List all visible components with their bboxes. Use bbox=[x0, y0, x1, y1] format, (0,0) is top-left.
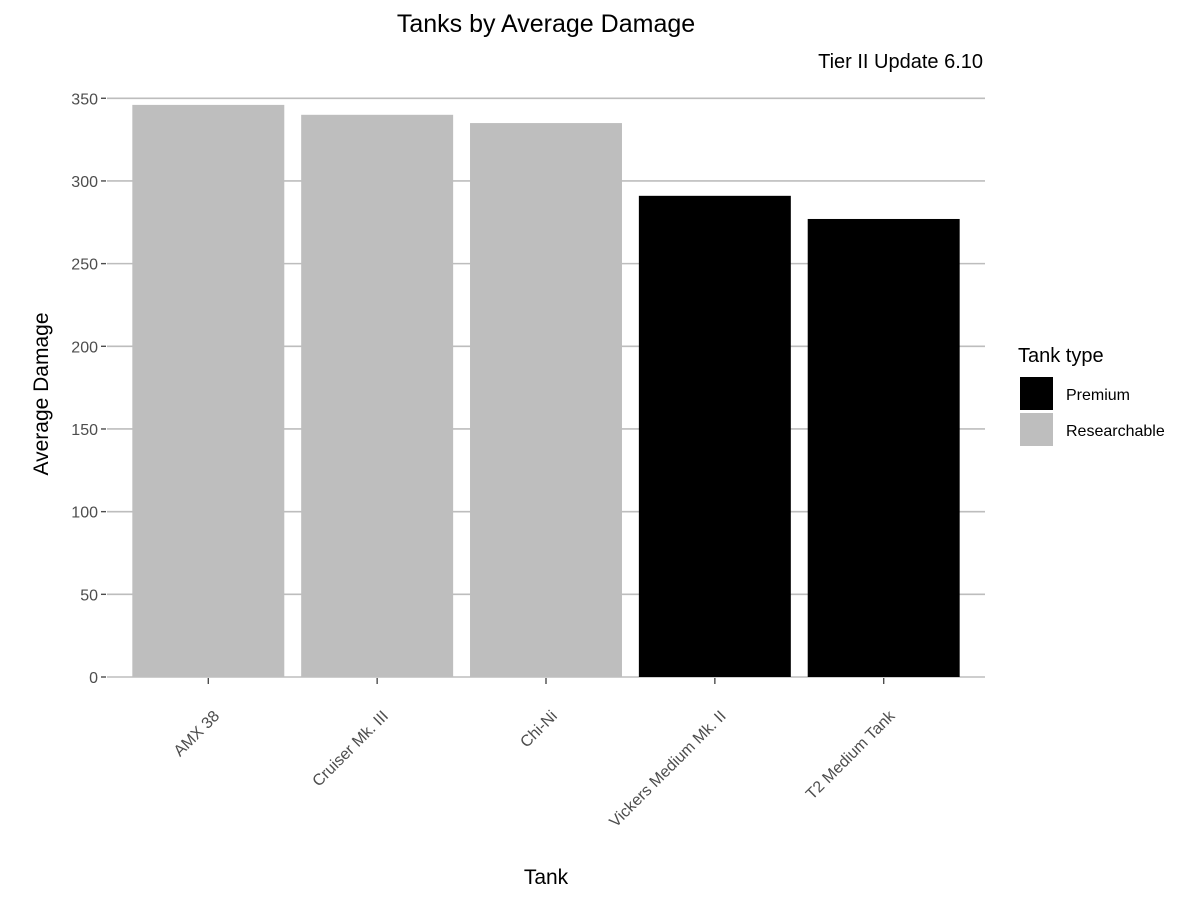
legend-title: Tank type bbox=[1018, 345, 1104, 367]
y-tick-label: 350 bbox=[71, 91, 98, 108]
x-tick-label: Vickers Medium Mk. II bbox=[607, 708, 730, 831]
bar bbox=[807, 218, 960, 677]
legend-label: Premium bbox=[1066, 387, 1130, 404]
x-tick-label: T2 Medium Tank bbox=[803, 707, 899, 803]
x-axis: AMX 38 Cruiser Mk. III Chi-Ni Vickers Mediu… bbox=[171, 678, 899, 831]
y-tick-label: 150 bbox=[71, 422, 98, 439]
y-tick-label: 300 bbox=[71, 174, 98, 191]
legend: Tank type Premium Researchable bbox=[1018, 345, 1165, 446]
y-tick-label: 50 bbox=[80, 587, 98, 604]
legend-label: Researchable bbox=[1066, 423, 1165, 440]
bars bbox=[132, 104, 960, 678]
y-tick-label: 200 bbox=[71, 339, 98, 356]
legend-items: Premium Researchable bbox=[1020, 377, 1165, 446]
legend-swatch bbox=[1020, 377, 1053, 410]
bar bbox=[470, 123, 622, 677]
y-tick-label: 100 bbox=[71, 505, 98, 522]
legend-swatch bbox=[1020, 413, 1053, 446]
y-tick-label: 0 bbox=[89, 670, 98, 687]
bar bbox=[301, 114, 454, 678]
bar bbox=[132, 104, 285, 677]
chart-subtitle: Tier II Update 6.10 bbox=[818, 51, 983, 73]
y-tick-label: 250 bbox=[71, 257, 98, 274]
x-tick-label: AMX 38 bbox=[171, 708, 223, 760]
x-tick-label: Cruiser Mk. III bbox=[310, 708, 392, 790]
bar bbox=[638, 195, 791, 677]
x-axis-title: Tank bbox=[524, 866, 569, 889]
chart-title: Tanks by Average Damage bbox=[397, 10, 695, 38]
y-axis-title: Average Damage bbox=[30, 312, 53, 475]
x-tick-label: Chi-Ni bbox=[517, 708, 560, 751]
y-axis: 0 50 100 150 200 250 300 350 bbox=[71, 91, 106, 687]
